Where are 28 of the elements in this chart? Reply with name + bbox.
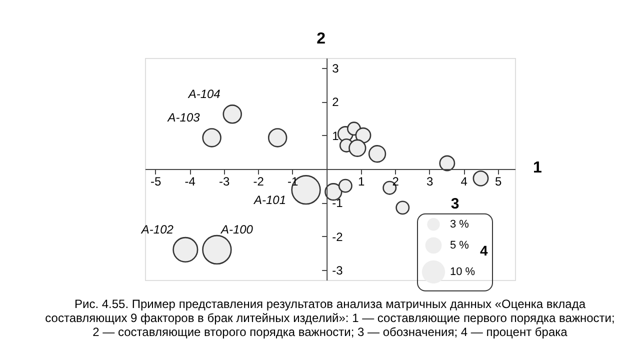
- x-tick-label: -5: [150, 174, 162, 188]
- y-tick-label: -3: [332, 263, 344, 278]
- x-tick-label: 3: [426, 174, 434, 188]
- annotation: A-103: [166, 110, 200, 125]
- x-tick-label: 5: [495, 174, 502, 188]
- x-tick-label: -4: [184, 174, 196, 188]
- x-tick-label: 4: [460, 174, 468, 188]
- annotation: A-102: [140, 222, 174, 237]
- x-tick-label: -2: [253, 174, 264, 188]
- legend-title: 4: [480, 242, 488, 258]
- y-tick-label: -1: [332, 196, 344, 210]
- x-tick-label: 1: [358, 174, 365, 188]
- legend-label: 5 %: [450, 239, 470, 252]
- y-tick-label: 3: [332, 62, 340, 76]
- annotation: A-101: [252, 192, 286, 207]
- annotation: 3: [450, 195, 460, 212]
- x-tick-label: -3: [218, 174, 230, 188]
- y-axis-title: 2: [316, 30, 326, 48]
- y-tick-label: 1: [332, 128, 340, 143]
- x-tick-label: 2: [392, 174, 400, 188]
- x-axis-title: 1: [533, 160, 542, 176]
- y-tick-label: 2: [332, 95, 340, 110]
- legend-label: 3 %: [450, 218, 470, 230]
- text: Рис. 4.55. Пример представления результатов анализа матричных данных «Оценка вклада составляющих 9 факторов в брак литейных изделий»: 1 — составляющие первого порядка важности; 2 — составляющие второго порядка важности; 3 — обозначения; 4 — процент брака: [45, 296, 615, 339]
- y-tick-label: -2: [332, 230, 344, 244]
- annotation: A-100: [220, 222, 254, 237]
- legend-label: 10 %: [450, 266, 476, 278]
- annotation: A-104: [187, 87, 221, 102]
